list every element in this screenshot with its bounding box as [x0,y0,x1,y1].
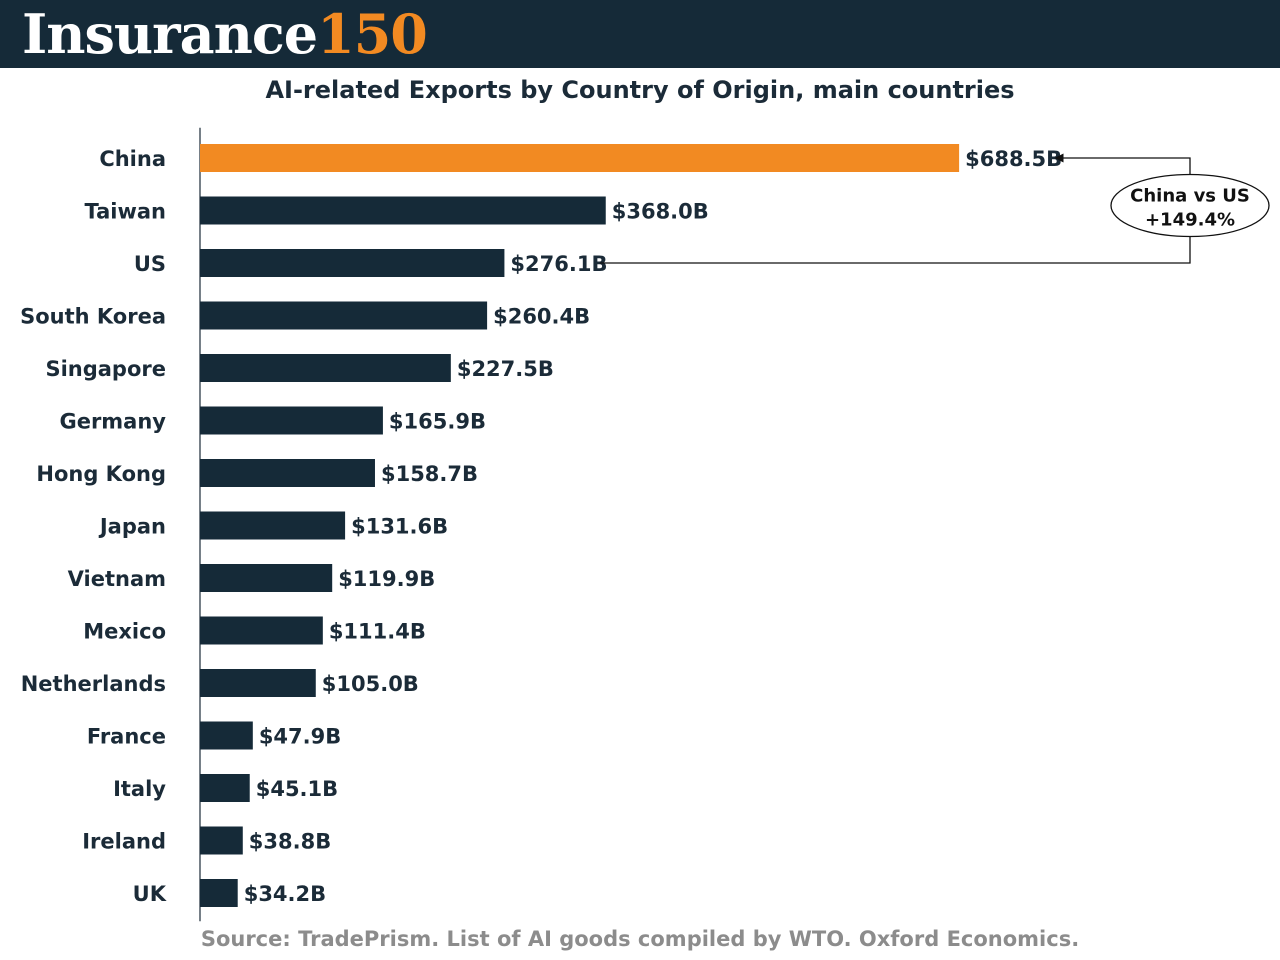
category-label: France [87,725,166,749]
header-bar: Insurance150 [0,0,1280,68]
bar [200,826,243,855]
category-label: Taiwan [84,200,166,224]
bar [200,459,375,487]
bar [200,669,316,697]
bar [200,616,323,645]
bar [200,301,488,330]
value-label: $38.8B [249,830,331,854]
annotation-callout [1110,173,1270,238]
bar [200,144,960,172]
bar [200,721,253,750]
value-label: $111.4B [329,620,426,644]
category-label: UK [133,882,167,906]
bar [200,879,238,907]
chart-title: AI-related Exports by Country of Origin,… [265,76,1015,104]
value-label: $131.6B [351,515,448,539]
value-label: $165.9B [389,410,486,434]
category-label: Vietnam [68,567,166,591]
annotation-connector [1062,157,1191,175]
category-label: Italy [113,777,166,801]
value-label: $688.5B [965,147,1062,171]
annotation-arrowhead [1054,153,1064,163]
value-label: $227.5B [457,357,554,381]
value-label: $276.1B [510,252,607,276]
logo-number: 150 [317,2,428,66]
annotation-line1: China vs US [1130,186,1250,207]
category-label: Mexico [83,620,166,644]
source-note: Source: TradePrism. List of AI goods com… [200,927,1080,951]
value-label: $105.0B [322,672,419,696]
value-label: $34.2B [244,882,326,906]
category-label: Singapore [45,357,166,381]
bar [200,406,383,435]
value-label: $158.7B [381,462,478,486]
category-label: China [99,147,166,171]
value-label: $47.9B [259,725,341,749]
bar [200,564,333,592]
bar [200,196,606,225]
value-label: $45.1B [256,777,338,801]
category-label: Hong Kong [36,462,166,486]
insurance150-logo[interactable]: Insurance150 [22,2,428,66]
category-label: Japan [98,515,166,539]
category-label: Germany [59,410,166,434]
annotation-line2: +149.4% [1145,210,1235,231]
value-label: $119.9B [338,567,435,591]
logo-word: Insurance [22,2,318,66]
bar [200,354,451,382]
category-label: Netherlands [21,672,166,696]
annotation-connector [599,236,1191,264]
category-label: US [134,252,166,276]
value-label: $368.0B [612,200,709,224]
category-label: Ireland [82,830,166,854]
bar [200,774,250,802]
bar [200,249,505,277]
category-label: South Korea [20,305,166,329]
bar [200,511,346,540]
value-label: $260.4B [493,305,590,329]
